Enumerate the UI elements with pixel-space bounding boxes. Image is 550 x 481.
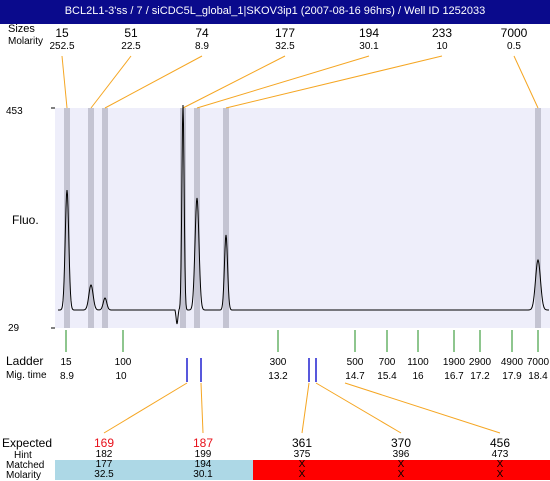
- expected-label: Expected: [2, 436, 53, 450]
- peak-molarity: 10: [436, 41, 448, 52]
- ladder-size: 2900: [468, 357, 492, 368]
- sizes-label: Sizes: [8, 23, 35, 35]
- expected-value: 169: [93, 436, 115, 450]
- molarity-value: 32.5: [94, 469, 114, 480]
- ladder-mig-time: 16.7: [444, 371, 464, 382]
- ladder-size: 700: [378, 357, 396, 368]
- fluo-label: Fluo.: [12, 213, 39, 227]
- ladder-mig-time: 16: [412, 371, 424, 382]
- ladder-mig-time: 17.2: [470, 371, 490, 382]
- ladder-mig-time: 18.4: [528, 371, 548, 382]
- expected-connector: [301, 382, 310, 434]
- ladder-mig-time: 10: [115, 371, 127, 382]
- expected-value: 370: [390, 436, 412, 450]
- expected-connector: [200, 382, 204, 434]
- matched-value: X: [397, 459, 405, 470]
- window-title: BCL2L1-3'ss / 7 / siCDC5L_global_1|SKOV3…: [64, 5, 486, 17]
- molarity-label: Molarity: [8, 36, 44, 47]
- fluorescence-trace: [58, 104, 549, 325]
- matched-cell-bg: [55, 460, 253, 480]
- peak-size: 177: [274, 26, 296, 40]
- y-max-label: 453: [6, 106, 23, 117]
- peak-connector: [61, 55, 68, 109]
- expected-value: 187: [192, 436, 214, 450]
- hint-value: 473: [491, 449, 509, 460]
- matched-value: 177: [95, 459, 113, 470]
- unmatched-cell-bg: [253, 460, 550, 480]
- ladder-size: 4900: [500, 357, 524, 368]
- peak-connector: [196, 55, 370, 109]
- ladder-size: 1900: [442, 357, 466, 368]
- matched-label: Matched: [6, 460, 45, 471]
- mig-time-label: Mig. time: [6, 370, 47, 381]
- matched-value: 194: [194, 459, 212, 470]
- molarity-value: X: [397, 469, 405, 480]
- expected-value: 456: [489, 436, 511, 450]
- hint-value: 375: [293, 449, 311, 460]
- peak-molarity: 22.5: [121, 41, 141, 52]
- peak-band: [102, 108, 108, 328]
- peak-connector: [90, 55, 132, 109]
- molarity-value: 30.1: [193, 469, 213, 480]
- expected-connector: [315, 382, 402, 434]
- ladder-size: 1100: [407, 357, 429, 368]
- peak-molarity: 252.5: [49, 41, 75, 52]
- molarity-value: X: [298, 469, 306, 480]
- peak-size: 15: [55, 26, 69, 40]
- peak-band: [180, 108, 186, 328]
- hint-label: Hint: [14, 450, 32, 461]
- ladder-size: 300: [269, 357, 287, 368]
- ladder-size: 7000: [526, 357, 550, 368]
- ladder-mig-time: 8.9: [60, 371, 74, 382]
- title-bar: BCL2L1-3'ss / 7 / siCDC5L_global_1|SKOV3…: [0, 0, 550, 24]
- expected-connector: [103, 382, 188, 434]
- hint-value: 199: [194, 449, 212, 460]
- peak-band: [223, 108, 229, 328]
- hint-value: 182: [95, 449, 113, 460]
- peak-molarity: 30.1: [359, 41, 379, 52]
- molarity-value: X: [496, 469, 504, 480]
- peak-molarity: 8.9: [195, 41, 209, 52]
- peak-connector: [104, 55, 203, 109]
- table-molarity-label: Molarity: [6, 470, 42, 481]
- ladder-label: Ladder: [6, 354, 44, 368]
- peak-band: [64, 108, 70, 328]
- peak-size: 233: [431, 26, 453, 40]
- plot-background: [55, 108, 550, 328]
- ladder-mig-time: 15.4: [377, 371, 397, 382]
- ladder-mig-time: 17.9: [502, 371, 522, 382]
- matched-value: X: [298, 459, 306, 470]
- matched-value: X: [496, 459, 504, 470]
- peak-size: 51: [124, 26, 138, 40]
- ladder-size: 100: [114, 357, 132, 368]
- peak-connector: [225, 55, 443, 109]
- y-min-label: 29: [8, 323, 20, 334]
- peak-band: [194, 108, 200, 328]
- peak-size: 194: [358, 26, 380, 40]
- expected-value: 361: [291, 436, 313, 450]
- peak-band: [88, 108, 94, 328]
- peak-molarity: 0.5: [507, 41, 521, 52]
- expected-connector: [344, 382, 501, 434]
- peak-connector: [513, 55, 539, 109]
- peak-band: [535, 108, 541, 328]
- hint-value: 396: [392, 449, 410, 460]
- ladder-size: 15: [60, 357, 72, 368]
- peak-size: 74: [195, 26, 209, 40]
- peak-connector: [182, 55, 286, 109]
- peak-size: 7000: [500, 26, 528, 40]
- ladder-size: 500: [346, 357, 364, 368]
- peak-molarity: 32.5: [275, 41, 295, 52]
- ladder-mig-time: 14.7: [345, 371, 365, 382]
- ladder-mig-time: 13.2: [268, 371, 288, 382]
